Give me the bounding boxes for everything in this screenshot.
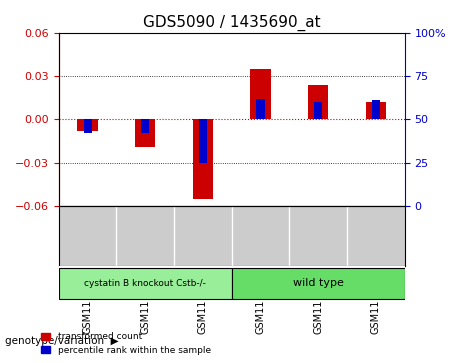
Text: cystatin B knockout Cstb-/-: cystatin B knockout Cstb-/- <box>84 279 206 288</box>
Bar <box>314 102 322 119</box>
FancyBboxPatch shape <box>232 269 405 299</box>
Bar <box>250 69 271 119</box>
Legend: transformed count, percentile rank within the sample: transformed count, percentile rank withi… <box>41 333 211 355</box>
FancyBboxPatch shape <box>59 269 232 299</box>
Bar <box>256 99 265 119</box>
Bar <box>135 119 155 147</box>
Title: GDS5090 / 1435690_at: GDS5090 / 1435690_at <box>143 15 320 31</box>
Bar <box>372 100 380 119</box>
Bar <box>83 119 92 133</box>
Bar <box>308 85 328 119</box>
Bar <box>193 119 213 199</box>
Text: genotype/variation  ▶: genotype/variation ▶ <box>5 336 118 346</box>
Bar <box>366 102 386 119</box>
Bar <box>199 119 207 163</box>
Bar <box>141 119 149 133</box>
Bar <box>77 119 98 131</box>
Text: wild type: wild type <box>293 278 343 289</box>
